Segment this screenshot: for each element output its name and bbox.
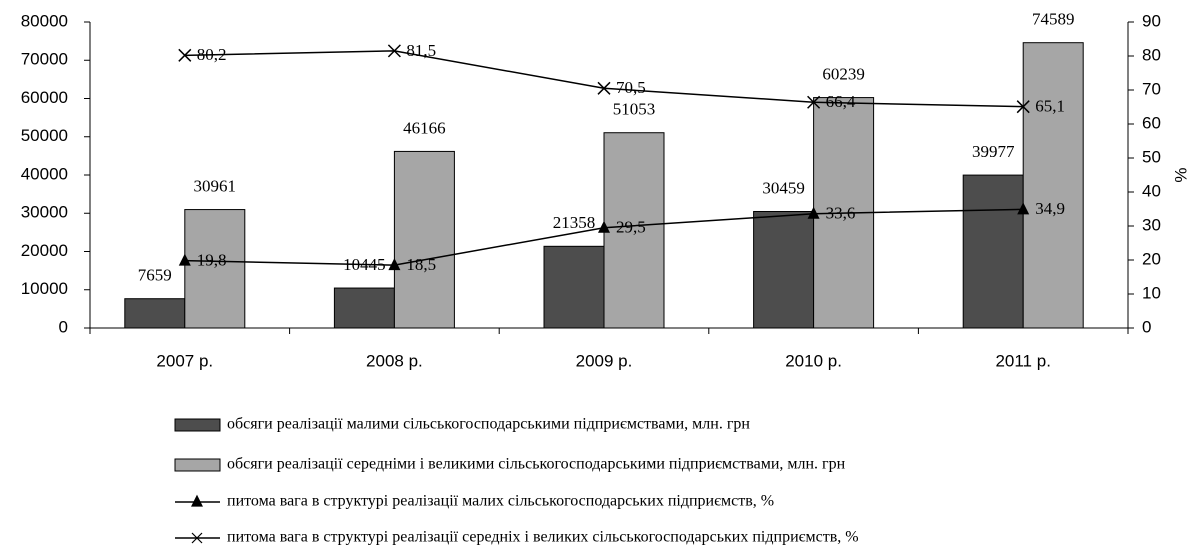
bar: [393, 150, 455, 329]
y2-tick-label: 20: [1142, 249, 1161, 268]
y2-tick-label: 0: [1142, 317, 1151, 336]
y2-tick-label: 90: [1142, 11, 1161, 30]
y2-tick-label: 40: [1142, 181, 1161, 200]
y-tick-label: 80000: [21, 11, 68, 30]
legend-marker: [191, 494, 203, 507]
legend-label: питома вага в структурі реалізації серед…: [227, 529, 859, 546]
line-value-label: 80,2: [197, 45, 227, 64]
marker: [178, 253, 191, 266]
bar-value-label: 21358: [553, 213, 596, 232]
marker: [1016, 100, 1030, 114]
line-value-label: 18,5: [406, 255, 436, 274]
y2-axis-label: %: [1171, 167, 1190, 182]
marker: [387, 44, 401, 58]
y2-tick-label: 60: [1142, 113, 1161, 132]
bar-value-label: 7659: [138, 266, 172, 285]
marker: [598, 220, 610, 233]
bar-value-label: 46166: [403, 118, 446, 137]
line-value-label: 33,6: [826, 204, 856, 223]
bar-value-label: 30459: [762, 178, 805, 197]
bar-value-label: 74589: [1032, 10, 1075, 29]
y2-tick-label: 80: [1142, 45, 1161, 64]
line-value-label: 19,8: [197, 251, 227, 270]
legend-marker: [191, 532, 203, 544]
x-tick-label: 2008 р.: [366, 351, 423, 370]
y-tick-label: 20000: [21, 241, 68, 260]
legend-swatch: [174, 458, 221, 472]
bar: [184, 209, 246, 329]
line-value-label: 81,5: [406, 41, 436, 60]
bar: [603, 132, 665, 329]
marker: [807, 95, 821, 109]
y-tick-label: 50000: [21, 126, 68, 145]
bar: [1022, 42, 1084, 329]
y-tick-label: 40000: [21, 164, 68, 183]
line: [184, 50, 1024, 108]
bar: [753, 210, 815, 329]
line-value-label: 66,4: [826, 92, 856, 111]
y2-tick-label: 30: [1142, 215, 1161, 234]
line-value-label: 29,5: [616, 218, 646, 237]
y-tick-label: 0: [59, 317, 68, 336]
line-value-label: 70,5: [616, 78, 646, 97]
marker: [388, 258, 401, 271]
y2-tick-label: 10: [1142, 283, 1161, 302]
line-value-label: 34,9: [1035, 199, 1065, 218]
legend-label: обсяги реалізації малими сільськогоспода…: [227, 416, 750, 433]
y2-tick-label: 70: [1142, 79, 1161, 98]
bar: [543, 245, 605, 329]
legend-label: питома вага в структурі реалізації малих…: [227, 493, 774, 510]
line-value-label: 65,1: [1035, 97, 1065, 116]
marker: [807, 206, 820, 219]
x-tick-label: 2009 р.: [576, 351, 633, 370]
marker: [597, 81, 611, 95]
bar: [962, 174, 1024, 329]
bar: [124, 298, 186, 329]
bar-value-label: 51053: [613, 100, 656, 119]
y-tick-label: 60000: [21, 88, 68, 107]
x-tick-label: 2011 р.: [995, 351, 1050, 370]
y2-tick-label: 50: [1142, 147, 1161, 166]
x-tick-label: 2007 р.: [156, 351, 213, 370]
marker: [1017, 202, 1030, 215]
bar-value-label: 60239: [822, 64, 865, 83]
legend-label: обсяги реалізації середніми і великими с…: [227, 456, 846, 473]
x-tick-label: 2010 р.: [785, 351, 842, 370]
bar-value-label: 39977: [972, 142, 1015, 161]
y-tick-label: 30000: [21, 203, 68, 222]
y-tick-label: 70000: [21, 50, 68, 69]
bar: [333, 287, 395, 329]
legend-swatch: [174, 418, 221, 432]
marker: [178, 48, 192, 62]
bar-value-label: 30961: [194, 176, 237, 195]
y-tick-label: 10000: [21, 279, 68, 298]
